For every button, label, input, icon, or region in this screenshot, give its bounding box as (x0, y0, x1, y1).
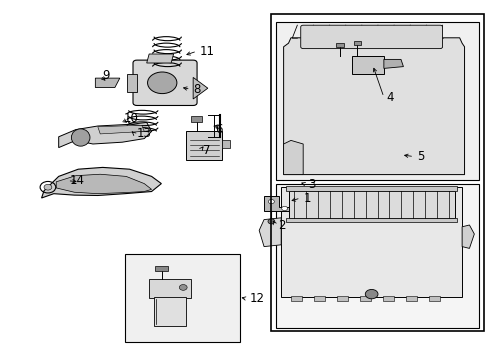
Text: 7: 7 (203, 144, 210, 157)
Polygon shape (222, 140, 229, 148)
Text: 10: 10 (123, 112, 138, 125)
Polygon shape (98, 125, 144, 134)
Text: 14: 14 (70, 174, 85, 187)
Bar (288, 191, 454, 218)
Polygon shape (283, 140, 303, 175)
Polygon shape (264, 196, 290, 211)
Bar (405, 296, 416, 301)
Bar (428, 296, 439, 301)
Polygon shape (193, 77, 207, 99)
FancyBboxPatch shape (300, 25, 442, 49)
Polygon shape (127, 74, 137, 92)
Polygon shape (383, 59, 403, 68)
Polygon shape (59, 122, 151, 148)
Bar (353, 41, 361, 45)
FancyBboxPatch shape (133, 60, 197, 105)
Polygon shape (146, 54, 173, 63)
Text: 8: 8 (193, 83, 200, 96)
Ellipse shape (71, 129, 90, 146)
Circle shape (281, 206, 287, 211)
Bar (185, 131, 222, 160)
Bar (351, 56, 383, 74)
Bar (336, 43, 344, 47)
Bar (154, 297, 185, 326)
Text: 4: 4 (386, 91, 393, 104)
Text: 11: 11 (199, 45, 214, 58)
Bar (271, 14, 483, 331)
Polygon shape (283, 38, 464, 175)
Bar (149, 279, 190, 298)
Text: 6: 6 (215, 123, 222, 136)
Polygon shape (41, 167, 161, 198)
Bar (124, 254, 239, 342)
Circle shape (268, 199, 274, 204)
Bar (276, 22, 478, 180)
Bar (313, 296, 324, 301)
Circle shape (365, 289, 377, 299)
Bar (336, 296, 347, 301)
Circle shape (44, 184, 52, 190)
Bar (281, 187, 461, 297)
Bar (290, 296, 301, 301)
Bar (155, 266, 167, 271)
Bar (276, 184, 478, 328)
Text: 12: 12 (249, 292, 264, 305)
Text: 9: 9 (102, 69, 110, 82)
Polygon shape (259, 218, 281, 247)
Text: 2: 2 (277, 219, 285, 231)
Circle shape (267, 219, 274, 224)
Bar (359, 296, 370, 301)
Text: 3: 3 (307, 178, 315, 191)
Text: 13: 13 (137, 127, 151, 140)
Polygon shape (461, 225, 473, 248)
Text: 5: 5 (416, 150, 423, 163)
Circle shape (147, 72, 177, 94)
Bar (191, 116, 202, 122)
Text: 1: 1 (303, 192, 310, 204)
Polygon shape (56, 174, 151, 194)
Polygon shape (95, 78, 120, 87)
Bar (382, 296, 393, 301)
Circle shape (179, 284, 187, 290)
Bar (285, 218, 456, 222)
Bar (285, 186, 456, 191)
